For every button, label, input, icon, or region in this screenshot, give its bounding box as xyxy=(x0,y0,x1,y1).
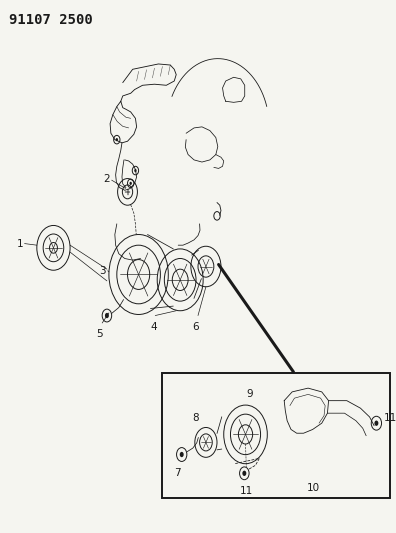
Circle shape xyxy=(116,138,118,141)
Circle shape xyxy=(242,471,246,476)
Text: 5: 5 xyxy=(97,329,103,340)
Circle shape xyxy=(134,169,137,172)
Circle shape xyxy=(375,421,379,426)
Text: 91107 2500: 91107 2500 xyxy=(9,13,92,27)
Text: 1: 1 xyxy=(17,239,23,248)
Text: 8: 8 xyxy=(193,413,199,423)
Text: 6: 6 xyxy=(193,322,199,333)
Text: 3: 3 xyxy=(99,266,106,276)
Circle shape xyxy=(129,182,132,185)
Text: 10: 10 xyxy=(307,483,320,494)
Text: 2: 2 xyxy=(103,174,110,184)
Circle shape xyxy=(105,313,109,318)
Text: 9: 9 xyxy=(246,389,253,399)
Text: 4: 4 xyxy=(150,322,157,333)
Bar xyxy=(162,373,390,498)
Text: 11: 11 xyxy=(240,486,253,496)
Circle shape xyxy=(180,452,184,457)
Text: 11: 11 xyxy=(383,413,396,423)
Text: 7: 7 xyxy=(175,468,181,478)
